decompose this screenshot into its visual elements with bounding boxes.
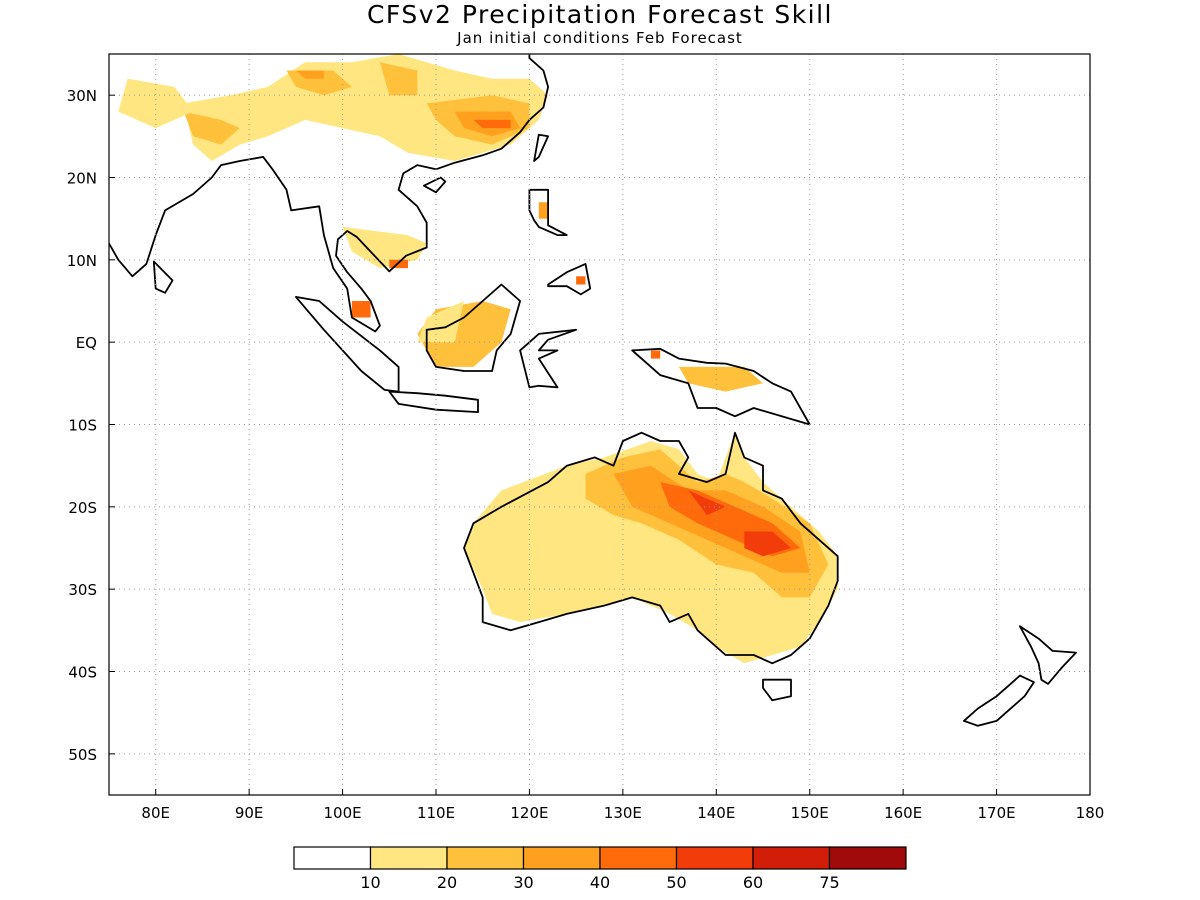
skill-patch-asia-11 [417, 301, 464, 343]
coastline-sumatra [294, 295, 400, 393]
colorbar-label-20: 20 [437, 873, 457, 892]
colorbar-label-60: 60 [743, 873, 763, 892]
skill-patch-asia-17 [118, 78, 194, 129]
tick-label-lat-40S: 40S [68, 664, 97, 682]
skill-patch-australia-5 [744, 531, 791, 557]
colorbar: 10 20 30 40 50 60 75 [293, 846, 907, 892]
coastline-sulawesi [519, 328, 577, 389]
skill-patch-asia-6 [473, 119, 511, 129]
colorbar-label-10: 10 [360, 873, 380, 892]
coastline-australia [463, 431, 839, 665]
tick-label-lon-80E: 80E [141, 804, 170, 822]
tick-label-lat-30N: 30N [67, 87, 97, 105]
coastline-layer [109, 54, 1077, 727]
skill-patch-asia-15 [678, 366, 763, 392]
coastline-taiwan [533, 133, 549, 162]
tick-label-lat-10S: 10S [68, 417, 97, 435]
colorbar-segment-4 [599, 846, 678, 870]
tick-label-lat-EQ: EQ [76, 334, 97, 352]
skill-patch-asia-2 [286, 70, 352, 96]
skill-patch-australia-6 [735, 597, 801, 647]
skill-patch-australia-4 [688, 490, 726, 516]
skill-patch-asia-16 [650, 350, 661, 359]
colorbar-segment-6 [752, 846, 831, 870]
skill-patch-asia-12 [351, 301, 371, 318]
coastline-new_guinea [631, 347, 811, 426]
colorbar-label-40: 40 [590, 873, 610, 892]
skill-patch-asia-14 [576, 276, 586, 285]
chart-subtitle: Jan initial conditions Feb Forecast [457, 29, 743, 47]
coastline-philippines_mindanao [547, 262, 592, 296]
tick-label-lon-90E: 90E [235, 804, 264, 822]
coastline-philippines_luzon [528, 188, 568, 237]
chart-title: CFSv2 Precipitation Forecast Skill [366, 0, 834, 29]
colorbar-label-50: 50 [666, 873, 686, 892]
coastline-hainan [422, 176, 447, 194]
colorbar-segment-0 [293, 846, 372, 870]
gridlines [109, 54, 1090, 795]
tick-label-lon-150E: 150E [791, 804, 829, 822]
tick-label-lon-180: 180 [1076, 804, 1105, 822]
coastline-tasmania [762, 678, 792, 702]
longitude-ticks: 80E 90E 100E 110E 120E 130E 140E 150E 160E 170E 18… [141, 789, 1104, 822]
skill-patch-asia-8 [342, 226, 427, 269]
skill-shading-layer [118, 54, 838, 664]
coastline-nz_north [1019, 625, 1077, 685]
colorbar-segment-3 [522, 846, 601, 870]
skill-patch-asia-9 [389, 259, 408, 269]
colorbar-segment-5 [675, 846, 754, 870]
tick-label-lon-160E: 160E [884, 804, 922, 822]
skill-patch-asia-7 [295, 70, 324, 79]
colorbar-segment-1 [369, 846, 448, 870]
coastline-java [388, 390, 479, 414]
tick-label-lat-20N: 20N [67, 170, 97, 188]
tick-label-lon-120E: 120E [510, 804, 548, 822]
colorbar-label-30: 30 [513, 873, 533, 892]
tick-label-lon-140E: 140E [697, 804, 735, 822]
tick-label-lon-170E: 170E [978, 804, 1016, 822]
colorbar-label-75: 75 [819, 873, 839, 892]
coastline-india [109, 54, 549, 333]
latitude-ticks: 30N 20N 10N EQ 10S 20S 30S 40S 50S [67, 87, 115, 764]
tick-label-lon-130E: 130E [604, 804, 642, 822]
tick-label-lat-20S: 20S [68, 499, 97, 517]
tick-label-lat-30S: 30S [68, 581, 97, 599]
coastline-sri_lanka [152, 260, 174, 294]
tick-label-lat-10N: 10N [67, 252, 97, 270]
tick-label-lon-100E: 100E [324, 804, 362, 822]
colorbar-segment-2 [446, 846, 525, 870]
skill-patch-asia-13 [538, 202, 549, 219]
skill-patch-asia-1 [183, 111, 240, 145]
tick-label-lon-110E: 110E [417, 804, 455, 822]
tick-label-lat-50S: 50S [68, 746, 97, 764]
colorbar-segment-7 [828, 846, 907, 870]
coastline-borneo [425, 283, 521, 372]
skill-patch-asia-3 [379, 62, 418, 96]
coastline-nz_south [963, 674, 1035, 727]
